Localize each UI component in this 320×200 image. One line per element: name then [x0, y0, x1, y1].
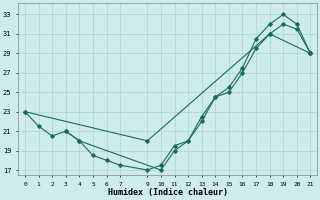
X-axis label: Humidex (Indice chaleur): Humidex (Indice chaleur) [108, 188, 228, 197]
